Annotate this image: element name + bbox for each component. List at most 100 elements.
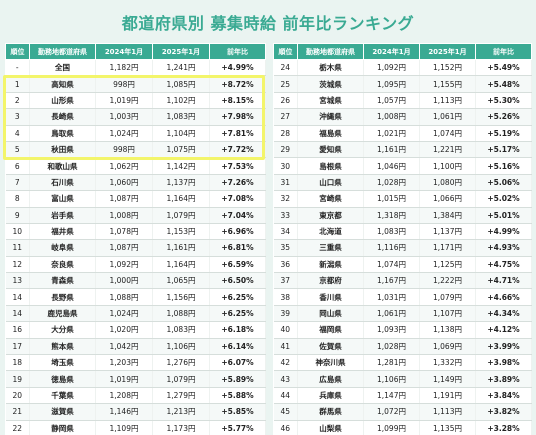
wage-2025-cell: 1,079円: [152, 370, 210, 388]
table-row: 41 佐賀県 1,028円 1,069円 +3.99%: [273, 338, 532, 356]
ranking-table-left: 順位 勤務地都道府県 2024年1月 2025年1月 前年比 - 全国 1,182円…: [3, 43, 266, 435]
prefecture-cell: 佐賀県: [297, 338, 364, 356]
wage-2025-cell: 1,137円: [152, 174, 210, 192]
rank-cell: 33: [273, 207, 298, 224]
rank-cell: 32: [273, 190, 298, 208]
change-cell: +5.19%: [475, 125, 532, 142]
header-change: 前年比: [209, 43, 266, 60]
change-cell: +3.82%: [475, 403, 532, 421]
rank-cell: -: [5, 59, 30, 77]
table-row: 12 奈良県 1,092円 1,164円 +6.59%: [5, 256, 266, 274]
rank-cell: 43: [273, 370, 298, 388]
change-cell: +3.89%: [475, 370, 532, 388]
wage-2025-cell: 1,061円: [419, 108, 476, 126]
change-cell: +4.34%: [475, 305, 532, 323]
header-2025: 2025年1月: [152, 43, 210, 60]
table-row: 10 福井県 1,078円 1,153円 +6.96%: [5, 223, 266, 241]
wage-2024-cell: 1,019円: [95, 92, 153, 110]
rank-cell: 28: [273, 125, 298, 142]
wage-2025-cell: 1,107円: [419, 305, 476, 323]
wage-2024-cell: 1,109円: [95, 420, 153, 435]
wage-2024-cell: 1,281円: [363, 354, 420, 372]
header-rank: 順位: [5, 43, 30, 60]
prefecture-cell: 富山県: [29, 190, 96, 208]
table-row: 13 青森県 1,000円 1,065円 +6.50%: [5, 272, 266, 290]
prefecture-cell: 石川県: [29, 174, 96, 192]
prefecture-cell: 埼玉県: [29, 354, 96, 372]
table-row: 38 香川県 1,031円 1,079円 +4.66%: [273, 288, 532, 306]
prefecture-cell: 茨城県: [297, 75, 364, 93]
rank-cell: 21: [5, 403, 30, 421]
change-cell: +7.26%: [209, 174, 266, 192]
table-row: 36 新潟県 1,074円 1,125円 +4.75%: [273, 256, 532, 274]
table-row: 22 静岡県 1,109円 1,173円 +5.77%: [5, 420, 266, 435]
prefecture-cell: 和歌山県: [29, 157, 96, 175]
change-cell: +6.18%: [209, 321, 266, 339]
wage-2025-cell: 1,137円: [419, 223, 476, 241]
wage-2024-cell: 1,088円: [95, 288, 153, 306]
change-cell: +7.72%: [209, 141, 266, 159]
table-row: 26 宮城県 1,057円 1,113円 +5.30%: [273, 92, 532, 110]
prefecture-cell: 神奈川県: [297, 354, 364, 372]
wage-2025-cell: 1,156円: [152, 288, 210, 306]
wage-2024-cell: 1,019円: [95, 370, 153, 388]
table-row: 46 山梨県 1,099円 1,135円 +3.28%: [273, 420, 532, 435]
change-cell: +5.02%: [475, 190, 532, 208]
rank-cell: 14: [5, 305, 30, 323]
change-cell: +7.98%: [209, 108, 266, 126]
wage-2025-cell: 1,276円: [152, 354, 210, 372]
rank-cell: 14: [5, 288, 30, 306]
rank-cell: 25: [273, 75, 298, 93]
change-cell: +5.89%: [209, 370, 266, 388]
table-row: 5 秋田県 998円 1,075円 +7.72%: [5, 141, 266, 159]
wage-2025-cell: 1,075円: [152, 141, 210, 159]
wage-2025-cell: 1,332円: [419, 354, 476, 372]
table-row: 18 埼玉県 1,203円 1,276円 +6.07%: [5, 354, 266, 372]
rank-cell: 18: [5, 354, 30, 372]
prefecture-cell: 広島県: [297, 370, 364, 388]
rank-cell: 3: [5, 108, 30, 126]
table-row: 37 京都府 1,167円 1,222円 +4.71%: [273, 272, 532, 290]
prefecture-cell: 静岡県: [29, 420, 96, 435]
wage-2025-cell: 1,142円: [152, 157, 210, 175]
prefecture-cell: 滋賀県: [29, 403, 96, 421]
change-cell: +7.53%: [209, 157, 266, 175]
wage-2024-cell: 1,042円: [95, 338, 153, 356]
wage-2025-cell: 1,080円: [419, 174, 476, 192]
table-row: 17 熊本県 1,042円 1,106円 +6.14%: [5, 338, 266, 356]
rank-cell: 26: [273, 92, 298, 110]
rank-cell: 34: [273, 223, 298, 241]
prefecture-cell: 宮崎県: [297, 190, 364, 208]
prefecture-cell: 岡山県: [297, 305, 364, 323]
prefecture-cell: 宮城県: [297, 92, 364, 110]
change-cell: +7.04%: [209, 207, 266, 224]
wage-2025-cell: 1,079円: [419, 288, 476, 306]
prefecture-cell: 島根県: [297, 157, 364, 175]
table-row: 1 高知県 998円 1,085円 +8.72%: [5, 75, 266, 93]
rank-cell: 22: [5, 420, 30, 435]
change-cell: +5.16%: [475, 157, 532, 175]
rank-cell: 10: [5, 223, 30, 241]
change-cell: +7.08%: [209, 190, 266, 208]
table-row: 35 三重県 1,116円 1,171円 +4.93%: [273, 239, 532, 257]
wage-2024-cell: 1,078円: [95, 223, 153, 241]
wage-2025-cell: 1,164円: [152, 256, 210, 274]
rank-cell: 39: [273, 305, 298, 323]
rank-cell: 12: [5, 256, 30, 274]
prefecture-cell: 三重県: [297, 239, 364, 257]
wage-2025-cell: 1,221円: [419, 141, 476, 159]
table-row: 43 広島県 1,106円 1,149円 +3.89%: [273, 370, 532, 388]
change-cell: +6.50%: [209, 272, 266, 290]
prefecture-cell: 岩手県: [29, 207, 96, 224]
wage-2025-cell: 1,171円: [419, 239, 476, 257]
table-row: 20 千葉県 1,208円 1,279円 +5.88%: [5, 387, 266, 405]
change-cell: +5.06%: [475, 174, 532, 192]
change-cell: +3.99%: [475, 338, 532, 356]
change-cell: +5.26%: [475, 108, 532, 126]
table-header-row: 順位 勤務地都道府県 2024年1月 2025年1月 前年比: [5, 43, 266, 60]
wage-2024-cell: 1,021円: [363, 125, 420, 142]
wage-2024-cell: 1,182円: [95, 59, 153, 77]
table-row: 14 鹿児島県 1,024円 1,088円 +6.25%: [5, 305, 266, 323]
table-row: 24 栃木県 1,092円 1,152円 +5.49%: [273, 59, 532, 77]
prefecture-cell: 山口県: [297, 174, 364, 192]
